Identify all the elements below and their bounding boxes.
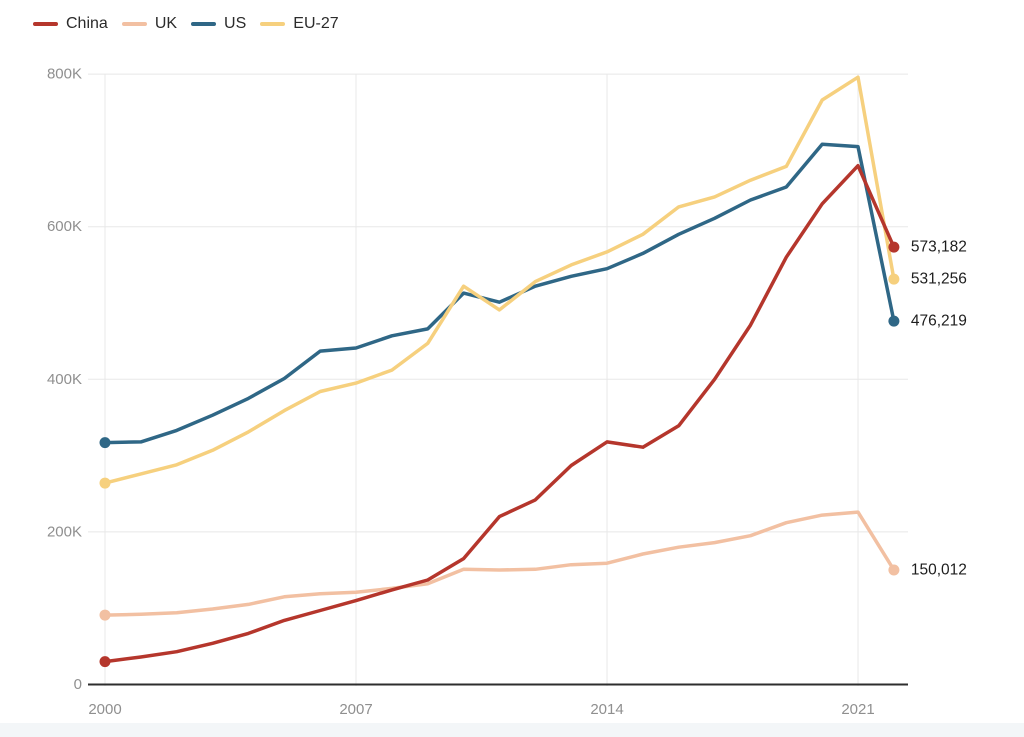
legend-label-us: US — [224, 15, 247, 32]
legend-item-eu-27[interactable]: EU-27 — [260, 12, 339, 36]
x-tick-label-2007: 2007 — [339, 701, 372, 718]
legend-item-china[interactable]: China — [33, 12, 108, 36]
series-start-dot-china[interactable] — [99, 656, 111, 668]
x-tick-label-2014: 2014 — [590, 701, 623, 718]
series-line-uk[interactable] — [103, 510, 896, 617]
x-tick-label-2000: 2000 — [88, 701, 121, 718]
y-tick-label-200K: 200K — [47, 523, 82, 540]
legend-item-us[interactable]: US — [191, 12, 246, 36]
legend-swatch-eu-27 — [260, 22, 286, 26]
legend-label-china: China — [66, 15, 108, 32]
y-tick-label-600K: 600K — [47, 218, 82, 235]
series-start-dot-eu-27[interactable] — [99, 477, 111, 489]
legend-swatch-us — [191, 22, 217, 26]
end-value-label-uk: 150,012 — [911, 562, 967, 579]
series-end-dot-china[interactable] — [888, 241, 900, 253]
series-line-china[interactable] — [103, 163, 896, 664]
x-tick-label-2021: 2021 — [841, 701, 874, 718]
end-value-label-eu-27: 531,256 — [911, 271, 967, 288]
series-end-dot-eu-27[interactable] — [888, 273, 900, 285]
end-value-label-china: 573,182 — [911, 239, 967, 256]
series-end-dot-us[interactable] — [888, 315, 900, 327]
series-start-dot-uk[interactable] — [99, 609, 111, 621]
legend-label-eu-27: EU-27 — [293, 15, 339, 32]
legend-item-uk[interactable]: UK — [121, 12, 178, 36]
y-tick-label-800K: 800K — [47, 66, 82, 83]
chart-legend: China UK US EU-27 — [33, 12, 353, 36]
series-start-dot-us[interactable] — [99, 437, 111, 449]
series-line-us[interactable] — [103, 142, 896, 445]
end-value-label-us: 476,219 — [911, 313, 967, 330]
y-tick-label-0: 0 — [74, 676, 82, 693]
legend-swatch-china — [33, 22, 58, 26]
y-tick-label-400K: 400K — [47, 371, 82, 388]
footer-band — [0, 723, 1024, 737]
series-end-dot-uk[interactable] — [888, 564, 900, 576]
legend-swatch-uk — [121, 22, 147, 26]
series-line-eu-27[interactable] — [103, 75, 896, 485]
legend-label-uk: UK — [154, 15, 178, 32]
